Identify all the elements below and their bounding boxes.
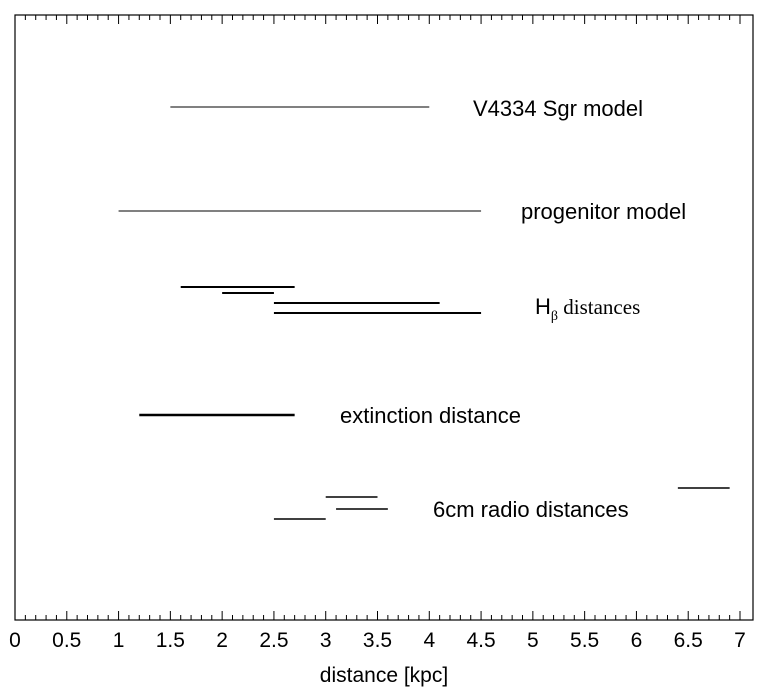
x-tick-label: 2 <box>216 629 228 652</box>
x-axis-title: distance [kpc] <box>320 664 448 687</box>
label-progenitor-model: progenitor model <box>521 199 686 224</box>
plot-frame <box>14 14 754 621</box>
label-hbeta-rest: distances <box>558 295 640 319</box>
x-tick-label: 1 <box>113 629 125 652</box>
distance-ranges <box>118 106 730 520</box>
x-tick-label: 0.5 <box>52 629 81 652</box>
label-hbeta-distances: Hβ distances <box>535 294 640 324</box>
label-radio-distances: 6cm radio distances <box>433 497 629 522</box>
label-hbeta-sub: β <box>551 309 558 324</box>
x-tick-label: 5.5 <box>570 629 599 652</box>
x-tick-label: 4.5 <box>466 629 495 652</box>
x-tick-label: 4 <box>423 629 435 652</box>
range-labels: V4334 Sgr model progenitor model Hβ dist… <box>340 96 686 522</box>
x-tick-label: 3.5 <box>363 629 392 652</box>
x-tick-label: 5 <box>527 629 539 652</box>
label-extinction-distance: extinction distance <box>340 403 521 428</box>
x-tick-label: 1.5 <box>156 629 185 652</box>
x-tick-label: 6.5 <box>674 629 703 652</box>
x-tick-label: 7 <box>734 629 746 652</box>
x-tick-label: 6 <box>631 629 643 652</box>
label-hbeta-main: H <box>535 294 551 319</box>
x-tick-label: 0 <box>9 629 21 652</box>
x-tick-label: 2.5 <box>259 629 288 652</box>
x-tick-labels: 0 0.5 1 1.5 2 2.5 3 3.5 4 4.5 5 5.5 6 6.5 7 <box>9 629 746 652</box>
label-v4334-model: V4334 Sgr model <box>473 96 643 121</box>
x-tick-label: 3 <box>320 629 332 652</box>
tick-marks <box>14 15 741 620</box>
